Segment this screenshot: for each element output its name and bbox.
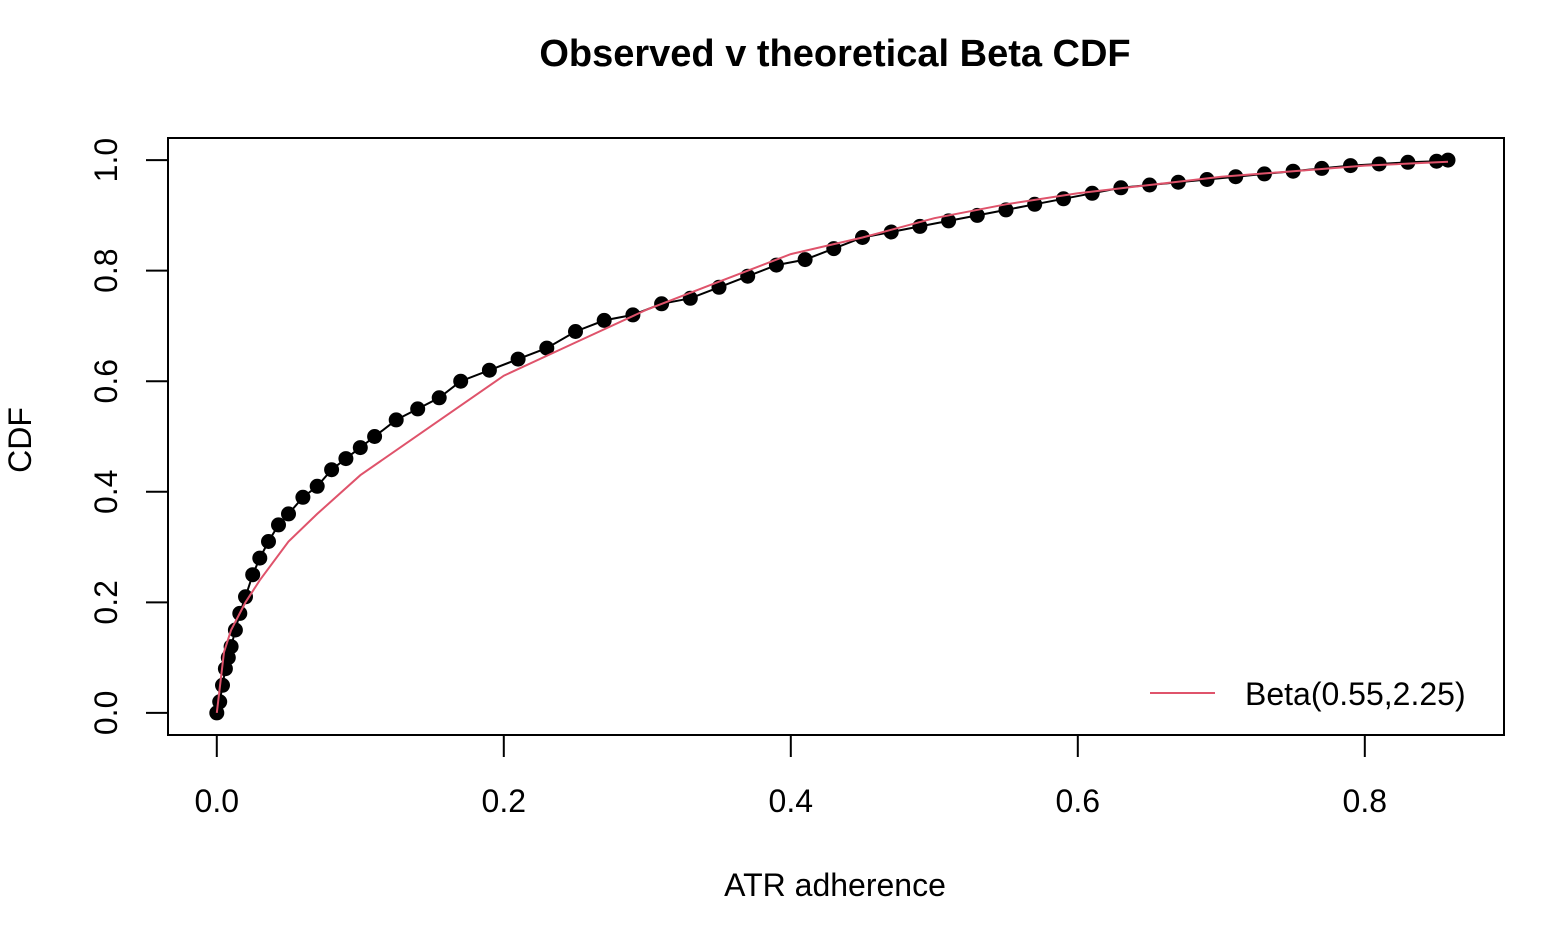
legend-label: Beta(0.55,2.25) <box>1245 676 1466 712</box>
ecdf-point <box>212 694 228 710</box>
ecdf-point <box>1084 185 1100 201</box>
ecdf-point <box>1343 158 1358 174</box>
ecdf-point <box>309 478 325 494</box>
ecdf-point <box>215 677 230 693</box>
ecdf-point <box>998 202 1014 218</box>
y-tick-label: 1.0 <box>88 138 124 182</box>
y-tick-label: 0.0 <box>88 691 124 735</box>
y-tick-label: 0.6 <box>88 359 124 403</box>
ecdf-point <box>410 401 426 417</box>
ecdf-point <box>1400 154 1416 170</box>
ecdf-point <box>295 489 311 505</box>
x-tick-label: 0.6 <box>1056 783 1100 819</box>
beta-cdf-line <box>215 160 1449 714</box>
x-tick-label: 0.2 <box>482 783 526 819</box>
ecdf-point <box>1056 191 1071 207</box>
y-axis-label: CDF <box>2 407 38 473</box>
ecdf-point <box>271 517 286 533</box>
legend: Beta(0.55,2.25) <box>1150 676 1466 712</box>
ecdf-point <box>453 373 469 389</box>
ecdf-point <box>1228 169 1244 185</box>
ecdf-points <box>209 152 1456 721</box>
ecdf-point <box>388 412 404 428</box>
ecdf-point <box>338 451 354 467</box>
ecdf-point <box>969 207 985 223</box>
y-tick-label: 0.2 <box>88 580 124 624</box>
ecdf-point <box>281 506 296 522</box>
chart-title: Observed v theoretical Beta CDF <box>539 33 1130 75</box>
ecdf-point <box>1440 152 1456 168</box>
y-tick-label: 0.4 <box>88 470 124 514</box>
x-axis: 0.0 0.2 0.4 0.6 0.8 <box>195 734 1387 819</box>
ecdf-point <box>481 362 497 378</box>
ecdf-point <box>227 622 243 638</box>
x-tick-label: 0.4 <box>769 783 813 819</box>
x-tick-label: 0.0 <box>195 783 239 819</box>
y-axis: 0.0 0.2 0.4 0.6 0.8 1.0 <box>88 138 169 735</box>
ecdf-point <box>510 351 526 367</box>
ecdf-point <box>797 252 813 268</box>
ecdf-point <box>352 440 368 456</box>
ecdf-point <box>324 462 340 478</box>
ecdf-point <box>539 340 555 356</box>
ecdf-point <box>568 324 583 339</box>
ecdf-point <box>596 312 612 328</box>
x-axis-label: ATR adherence <box>724 867 946 903</box>
ecdf-point <box>1429 153 1445 169</box>
ecdf-point <box>245 567 261 583</box>
ecdf-point <box>261 534 276 549</box>
y-tick-label: 0.8 <box>88 248 124 292</box>
ecdf-point <box>238 589 253 605</box>
ecdf-point <box>367 429 383 444</box>
ecdf-point <box>625 307 641 323</box>
ecdf-point <box>431 390 447 406</box>
plot-area <box>209 152 1456 721</box>
x-tick-label: 0.8 <box>1343 783 1387 819</box>
ecdf-point <box>252 550 268 566</box>
ecdf-point <box>1199 172 1215 187</box>
